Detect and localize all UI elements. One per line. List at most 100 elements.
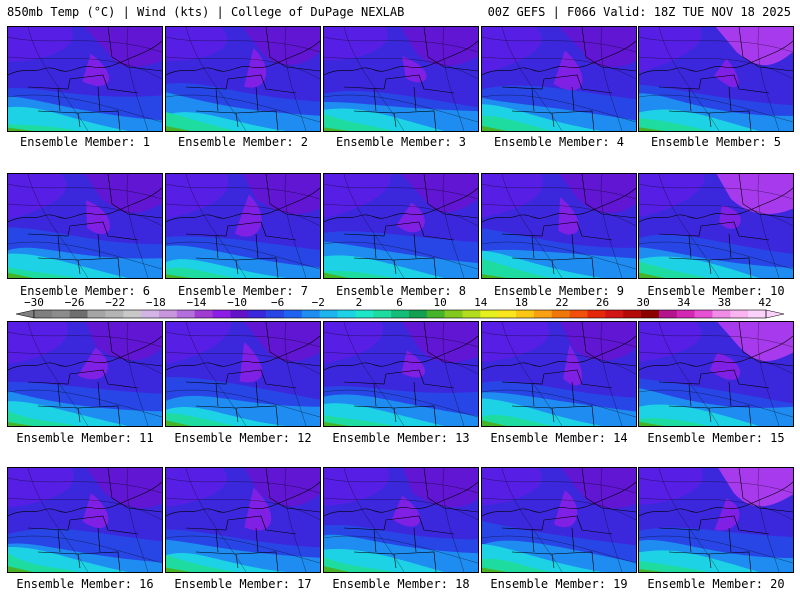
map-field (482, 27, 636, 131)
ensemble-map-13 (323, 321, 479, 427)
valid-time: 00Z GEFS | F066 Valid: 18Z TUE NOV 18 20… (487, 5, 791, 19)
colorbar-swatch (69, 310, 88, 318)
map-field (8, 322, 162, 426)
temperature-colorbar (15, 309, 785, 319)
colorbar-swatch (266, 310, 285, 318)
colorbar-swatch (569, 310, 588, 318)
ensemble-map-12 (165, 321, 321, 427)
ensemble-map-19 (481, 467, 637, 573)
colorbar-tick-label: 22 (555, 296, 569, 309)
colorbar-swatch (641, 310, 660, 318)
ensemble-member-label: Ensemble Member: 6 (19, 284, 151, 298)
ensemble-member-label: Ensemble Member: 1 (19, 135, 151, 149)
map-field (166, 27, 320, 131)
colorbar-tick-label: −22 (105, 296, 126, 309)
colorbar-swatch (355, 310, 374, 318)
colorbar-swatch (87, 310, 106, 318)
map-field (639, 322, 793, 426)
map-field (166, 174, 320, 278)
colorbar-swatch (551, 310, 570, 318)
ensemble-member-label: Ensemble Member: 15 (647, 431, 785, 445)
colorbar-swatch (212, 310, 231, 318)
map-field (482, 322, 636, 426)
ensemble-member-label: Ensemble Member: 17 (174, 577, 312, 591)
map-field (324, 322, 478, 426)
colorbar-swatch (730, 310, 749, 318)
map-field (8, 27, 162, 131)
colorbar-tick-label: −14 (186, 296, 207, 309)
ensemble-member-label: Ensemble Member: 10 (647, 284, 785, 298)
ensemble-map-15 (638, 321, 794, 427)
colorbar-swatch (444, 310, 463, 318)
colorbar-tick-label: 6 (396, 296, 403, 309)
colorbar-swatch (141, 310, 160, 318)
map-field (482, 468, 636, 572)
map-field (639, 174, 793, 278)
colorbar-tick-label: 18 (514, 296, 528, 309)
colorbar-swatch (158, 310, 178, 318)
ensemble-map-4 (481, 26, 637, 132)
ensemble-member-label: Ensemble Member: 8 (335, 284, 467, 298)
colorbar-swatch (283, 310, 303, 318)
ensemble-member-label: Ensemble Member: 16 (16, 577, 154, 591)
colorbar-swatch (623, 310, 642, 318)
colorbar-swatch (712, 310, 731, 318)
colorbar-swatch (694, 310, 713, 318)
ensemble-map-7 (165, 173, 321, 279)
colorbar-tick-label: −18 (145, 296, 166, 309)
ensemble-member-label: Ensemble Member: 7 (177, 284, 309, 298)
ensemble-map-20 (638, 467, 794, 573)
ensemble-member-label: Ensemble Member: 20 (647, 577, 785, 591)
colorbar-swatch (194, 310, 213, 318)
ensemble-map-16 (7, 467, 163, 573)
map-field (8, 174, 162, 278)
colorbar-swatch (34, 310, 53, 318)
colorbar-tick-label: 2 (355, 296, 363, 309)
colorbar-swatch (319, 310, 338, 318)
colorbar-swatch (605, 310, 624, 318)
colorbar-tick-label: 34 (677, 296, 691, 309)
colorbar-tick-label: −26 (64, 296, 85, 309)
ensemble-member-label: Ensemble Member: 13 (332, 431, 470, 445)
colorbar-max-arrow (765, 309, 785, 319)
colorbar-tick-label: 14 (474, 296, 488, 309)
colorbar-swatch (337, 310, 356, 318)
ensemble-map-14 (481, 321, 637, 427)
colorbar-swatch (123, 310, 142, 318)
map-field (482, 174, 636, 278)
ensemble-map-6 (7, 173, 163, 279)
ensemble-map-1 (7, 26, 163, 132)
ensemble-member-label: Ensemble Member: 9 (493, 284, 625, 298)
chart-title: 850mb Temp (°C) | Wind (kts) | College o… (7, 5, 405, 19)
ensemble-member-label: Ensemble Member: 5 (650, 135, 782, 149)
colorbar-tick-label: 26 (595, 296, 610, 309)
colorbar-swatch (462, 310, 481, 318)
colorbar-swatch (373, 310, 392, 318)
colorbar-tick-label: 42 (758, 296, 772, 309)
colorbar-swatch (408, 310, 428, 318)
colorbar-swatch (105, 310, 124, 318)
ensemble-map-18 (323, 467, 479, 573)
colorbar-swatch (533, 310, 553, 318)
colorbar-swatch (391, 310, 410, 318)
ensemble-member-label: Ensemble Member: 4 (493, 135, 625, 149)
colorbar-swatch (176, 310, 195, 318)
ensemble-member-label: Ensemble Member: 14 (490, 431, 628, 445)
colorbar-swatch (426, 310, 445, 318)
ensemble-member-label: Ensemble Member: 12 (174, 431, 312, 445)
colorbar-swatch (230, 310, 249, 318)
colorbar-swatch (658, 310, 678, 318)
colorbar-tick-label: −30 (24, 296, 44, 309)
colorbar-swatch (480, 310, 499, 318)
ensemble-map-2 (165, 26, 321, 132)
colorbar-swatch (676, 310, 695, 318)
ensemble-map-10 (638, 173, 794, 279)
colorbar-tick-label: −10 (227, 296, 247, 309)
map-field (639, 468, 793, 572)
colorbar-swatch (587, 310, 606, 318)
ensemble-map-11 (7, 321, 163, 427)
map-field (166, 468, 320, 572)
colorbar-outline (33, 309, 767, 319)
ensemble-map-17 (165, 467, 321, 573)
colorbar-swatch (498, 310, 517, 318)
